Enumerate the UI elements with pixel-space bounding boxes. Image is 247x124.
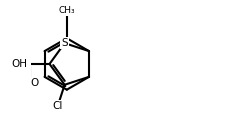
Text: O: O: [30, 78, 39, 88]
Text: S: S: [61, 38, 68, 48]
Text: CH₃: CH₃: [59, 6, 75, 15]
Text: OH: OH: [11, 59, 27, 69]
Text: Cl: Cl: [53, 101, 63, 111]
